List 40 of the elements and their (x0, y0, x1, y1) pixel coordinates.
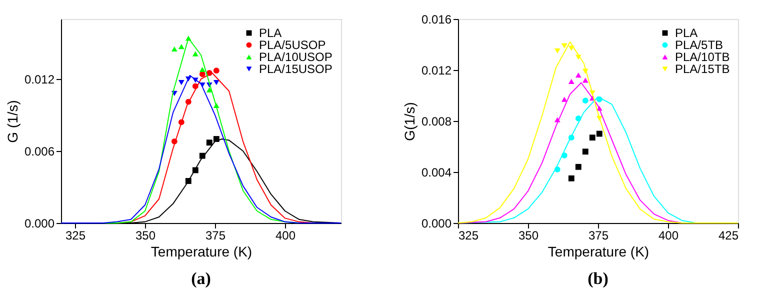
y-tick-label: 0.000 (24, 216, 55, 230)
point (213, 80, 220, 86)
text: (a) (191, 269, 211, 288)
y-tick-label: 0.012 (421, 64, 452, 78)
y-tick-label: 0.008 (421, 114, 452, 128)
legend-label: PLA/5USOP (259, 38, 326, 52)
x-tick-label: 425 (718, 228, 739, 242)
point (206, 140, 212, 146)
text: (b) (588, 269, 608, 288)
point (213, 68, 220, 74)
x-tick-label: 400 (275, 228, 296, 242)
y-tick-label: 0.012 (24, 72, 55, 86)
x-tick-label: 325 (65, 228, 86, 242)
point (171, 46, 178, 52)
x-axis-title: Temperature (K) (150, 244, 252, 260)
x-tick-label: 350 (135, 228, 156, 242)
y-tick-label: 0.004 (421, 166, 452, 180)
y-axis-title: G (1/s) (4, 100, 20, 143)
legend-label: PLA/10TB (675, 50, 730, 64)
x-tick-label: 375 (205, 228, 226, 242)
y-tick-label: 0.000 (421, 216, 452, 230)
legend-label: PLA/15TB (675, 62, 730, 76)
x-tick-label: 375 (588, 228, 609, 242)
legend-label: PLA/15USOP (259, 62, 332, 76)
point (199, 66, 206, 72)
y-tick-label: 0.016 (421, 12, 452, 26)
y-tick-label: 0.006 (24, 144, 55, 158)
legend-label: PLA (259, 26, 282, 40)
legend-label: PLA/10USOP (259, 50, 332, 64)
x-axis-title: Temperature (K) (548, 244, 650, 260)
x-tick-label: 400 (658, 228, 679, 242)
point (178, 80, 184, 86)
x-tick-label: 350 (518, 228, 539, 242)
legend-label: PLA/5TB (675, 38, 724, 52)
y-axis-title: G(1/s) (401, 102, 418, 141)
point (206, 87, 212, 92)
x-tick-label: 325 (458, 228, 479, 242)
legend-label: PLA (675, 26, 698, 40)
point (192, 51, 198, 56)
point (178, 44, 184, 50)
